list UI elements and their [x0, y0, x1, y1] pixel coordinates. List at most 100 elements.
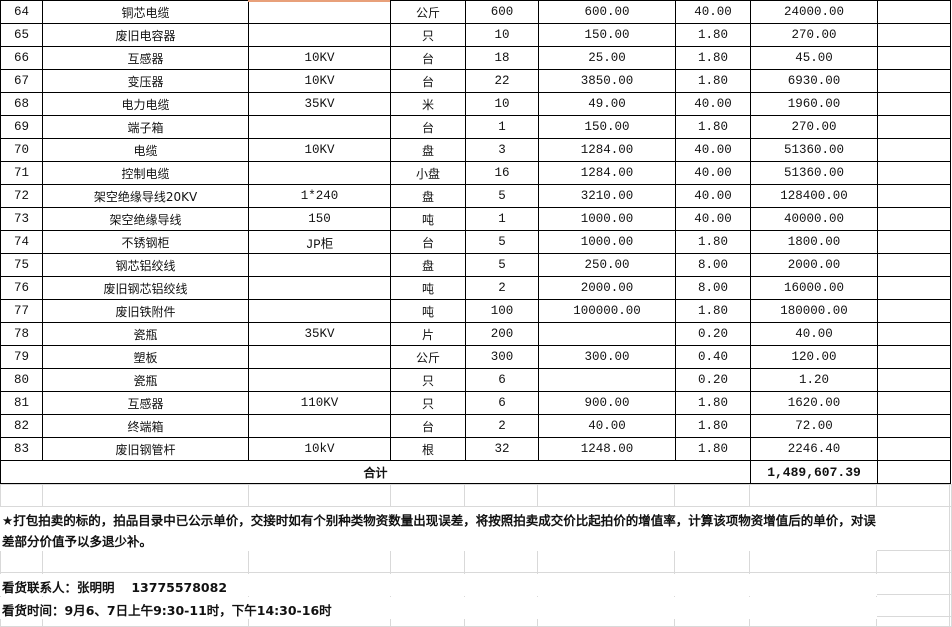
- empty-cell[interactable]: [877, 138, 951, 162]
- cell-name[interactable]: 控制电缆: [42, 161, 249, 185]
- cell-qty[interactable]: 1: [465, 115, 539, 139]
- grid-cell[interactable]: [948, 572, 952, 595]
- cell-price[interactable]: 2000.00: [538, 276, 676, 300]
- cell-amount[interactable]: 270.00: [750, 23, 878, 47]
- cell-name[interactable]: 端子箱: [42, 115, 249, 139]
- cell-no[interactable]: 64: [0, 0, 43, 24]
- cell-no[interactable]: 75: [0, 253, 43, 277]
- cell-rate[interactable]: 40.00: [675, 161, 751, 185]
- cell-rate[interactable]: 1.80: [675, 414, 751, 438]
- cell-spec[interactable]: 1*240: [248, 184, 391, 208]
- cell-no[interactable]: 78: [0, 322, 43, 346]
- grid-cell[interactable]: [537, 484, 676, 507]
- grid-cell[interactable]: [876, 550, 950, 573]
- cell-amount[interactable]: 270.00: [750, 115, 878, 139]
- grid-cell[interactable]: [41, 550, 249, 573]
- cell-price[interactable]: 1248.00: [538, 437, 676, 461]
- cell-amount[interactable]: 1.20: [750, 368, 878, 392]
- cell-qty[interactable]: 1: [465, 207, 539, 231]
- cell-qty[interactable]: 6: [465, 391, 539, 415]
- cell-name[interactable]: 铜芯电缆: [42, 0, 249, 24]
- cell-unit[interactable]: 只: [390, 368, 466, 392]
- cell-spec[interactable]: 10KV: [248, 138, 391, 162]
- cell-price[interactable]: 49.00: [538, 92, 676, 116]
- cell-no[interactable]: 80: [0, 368, 43, 392]
- cell-rate[interactable]: 40.00: [675, 138, 751, 162]
- empty-cell[interactable]: [877, 115, 951, 139]
- cell-rate[interactable]: 8.00: [675, 276, 751, 300]
- cell-unit[interactable]: 片: [390, 322, 466, 346]
- cell-no[interactable]: 72: [0, 184, 43, 208]
- cell-rate[interactable]: 1.80: [675, 437, 751, 461]
- cell-qty[interactable]: 300: [465, 345, 539, 369]
- grid-cell[interactable]: [674, 550, 751, 573]
- cell-amount[interactable]: 24000.00: [750, 0, 878, 24]
- cell-name[interactable]: 钢芯铝绞线: [42, 253, 249, 277]
- cell-amount[interactable]: 16000.00: [750, 276, 878, 300]
- cell-unit[interactable]: 台: [390, 414, 466, 438]
- cell-qty[interactable]: 2: [465, 276, 539, 300]
- cell-no[interactable]: 74: [0, 230, 43, 254]
- cell-unit[interactable]: 台: [390, 46, 466, 70]
- cell-spec[interactable]: [248, 345, 391, 369]
- cell-amount[interactable]: 6930.00: [750, 69, 878, 93]
- cell-spec[interactable]: [248, 368, 391, 392]
- cell-no[interactable]: 69: [0, 115, 43, 139]
- cell-spec[interactable]: 10KV: [248, 69, 391, 93]
- cell-no[interactable]: 82: [0, 414, 43, 438]
- empty-cell[interactable]: [877, 391, 951, 415]
- cell-price[interactable]: 250.00: [538, 253, 676, 277]
- cell-spec[interactable]: [248, 161, 391, 185]
- cell-unit[interactable]: 台: [390, 115, 466, 139]
- cell-rate[interactable]: 40.00: [675, 0, 751, 24]
- cell-name[interactable]: 瓷瓶: [42, 368, 249, 392]
- grid-cell[interactable]: [674, 484, 751, 507]
- cell-no[interactable]: 67: [0, 69, 43, 93]
- note-cell[interactable]: [0, 507, 877, 551]
- empty-cell[interactable]: [877, 322, 951, 346]
- cell-price[interactable]: 1284.00: [538, 161, 676, 185]
- cell-no[interactable]: 71: [0, 161, 43, 185]
- cell-name[interactable]: 废旧钢管杆: [42, 437, 249, 461]
- cell-spec[interactable]: [248, 253, 391, 277]
- cell-price[interactable]: 40.00: [538, 414, 676, 438]
- empty-cell[interactable]: [877, 69, 951, 93]
- cell-price[interactable]: 150.00: [538, 23, 676, 47]
- cell-amount[interactable]: 128400.00: [750, 184, 878, 208]
- cell-amount[interactable]: 2000.00: [750, 253, 878, 277]
- cell-name[interactable]: 废旧电容器: [42, 23, 249, 47]
- cell-spec[interactable]: 150: [248, 207, 391, 231]
- cell-rate[interactable]: 8.00: [675, 253, 751, 277]
- cell-amount[interactable]: 40000.00: [750, 207, 878, 231]
- cell-rate[interactable]: 0.20: [675, 368, 751, 392]
- cell-qty[interactable]: 5: [465, 230, 539, 254]
- grid-cell[interactable]: [948, 616, 952, 627]
- cell-price[interactable]: 100000.00: [538, 299, 676, 323]
- cell-unit[interactable]: 吨: [390, 207, 466, 231]
- grid-cell[interactable]: [537, 550, 676, 573]
- cell-spec[interactable]: [248, 115, 391, 139]
- cell-spec[interactable]: 10KV: [248, 46, 391, 70]
- cell-rate[interactable]: 40.00: [675, 207, 751, 231]
- cell-name[interactable]: 架空绝缘导线: [42, 207, 249, 231]
- cell-unit[interactable]: 米: [390, 92, 466, 116]
- empty-cell[interactable]: [877, 207, 951, 231]
- cell-price[interactable]: 25.00: [538, 46, 676, 70]
- cell-amount[interactable]: 1960.00: [750, 92, 878, 116]
- cell-amount[interactable]: 1800.00: [750, 230, 878, 254]
- cell-rate[interactable]: 1.80: [675, 391, 751, 415]
- cell-rate[interactable]: 1.80: [675, 115, 751, 139]
- cell-unit[interactable]: 吨: [390, 276, 466, 300]
- grid-cell[interactable]: [389, 550, 466, 573]
- cell-spec[interactable]: 35KV: [248, 322, 391, 346]
- empty-cell[interactable]: [877, 0, 951, 24]
- cell-rate[interactable]: 1.80: [675, 23, 751, 47]
- empty-cell[interactable]: [877, 253, 951, 277]
- cell-unit[interactable]: 公斤: [390, 0, 466, 24]
- cell-spec[interactable]: [248, 276, 391, 300]
- cell-qty[interactable]: 10: [465, 92, 539, 116]
- cell-rate[interactable]: 40.00: [675, 184, 751, 208]
- cell-name[interactable]: 电缆: [42, 138, 249, 162]
- cell-name[interactable]: 废旧铁附件: [42, 299, 249, 323]
- cell-qty[interactable]: 22: [465, 69, 539, 93]
